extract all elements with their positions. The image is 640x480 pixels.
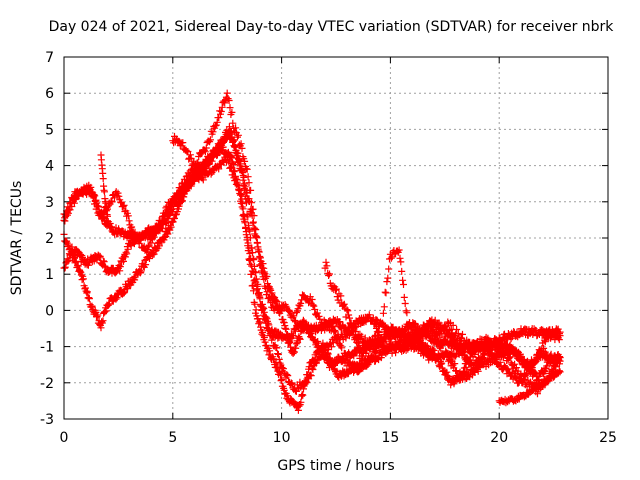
y-axis-label: SDTVAR / TECUs: [9, 181, 25, 296]
data-series: [60, 89, 564, 414]
y-tick-label: -2: [40, 376, 54, 392]
x-tick-label: 15: [381, 430, 399, 446]
plot-frame: [63, 56, 609, 420]
series-8: [97, 151, 111, 220]
series-8-points: [97, 151, 111, 220]
x-tick-label: 10: [273, 430, 291, 446]
x-tick-label: 25: [599, 430, 617, 446]
y-tick-label: 0: [45, 303, 54, 319]
y-tick-label: -3: [40, 412, 54, 428]
y-tick-label: 1: [45, 267, 54, 283]
y-tick-label: 5: [45, 122, 54, 138]
series-7-points: [321, 246, 486, 364]
grid-lines: [64, 57, 608, 419]
axes: 0 5 10 15 20 25 -3 -2 -1 0 1 2 3 4 5 6 7: [40, 50, 617, 446]
y-tick-label: 2: [45, 231, 54, 247]
y-tick-label: 6: [45, 86, 54, 102]
y-tick-label: -1: [40, 340, 54, 356]
x-tick-label: 5: [168, 430, 177, 446]
series-4: [169, 89, 564, 398]
series-6-points: [495, 367, 564, 407]
y-tick-label: 4: [45, 159, 54, 175]
x-tick-label: 20: [490, 430, 508, 446]
y-tick-label: 3: [45, 195, 54, 211]
y-tick-label: 7: [45, 50, 54, 66]
series-6: [495, 367, 564, 407]
x-tick-label: 0: [60, 430, 69, 446]
series-4-points: [169, 89, 564, 398]
series-7: [321, 246, 486, 364]
x-axis-label: GPS time / hours: [277, 458, 394, 474]
chart-title: Day 024 of 2021, Sidereal Day-to-day VTE…: [49, 19, 615, 35]
